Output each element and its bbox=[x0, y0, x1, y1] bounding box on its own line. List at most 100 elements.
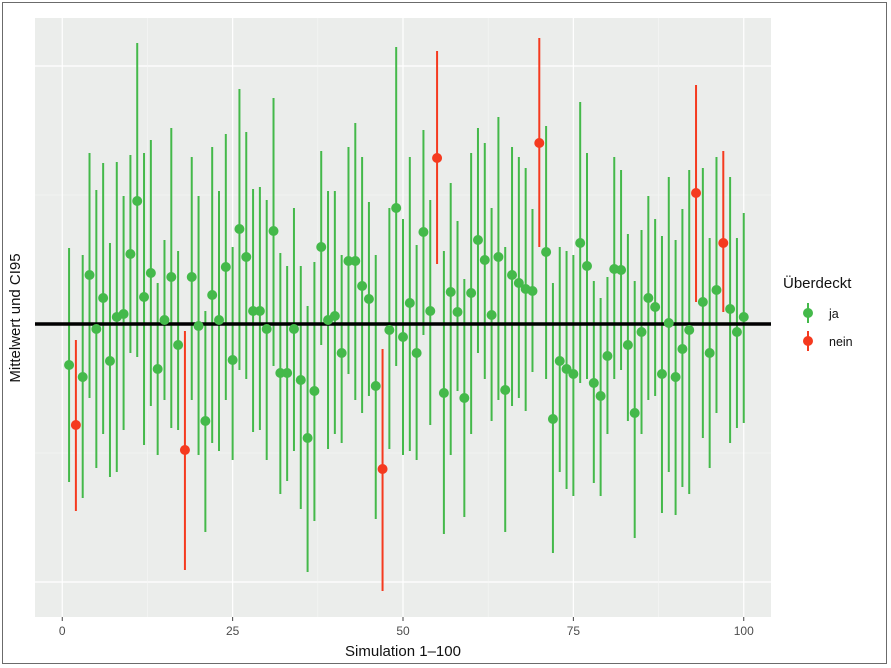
mean-point-44 bbox=[357, 281, 368, 291]
mean-point-94 bbox=[697, 297, 708, 307]
mean-point-100 bbox=[738, 312, 749, 322]
mean-point-25 bbox=[227, 355, 238, 365]
mean-point-7 bbox=[104, 356, 115, 366]
mean-point-78 bbox=[588, 378, 599, 388]
mean-point-89 bbox=[663, 318, 674, 328]
mean-point-24 bbox=[220, 262, 231, 272]
legend: Überdeckt ja nein bbox=[783, 274, 853, 351]
mean-point-70 bbox=[534, 138, 545, 148]
mean-point-38 bbox=[316, 242, 327, 252]
mean-point-4 bbox=[84, 270, 95, 280]
mean-point-10 bbox=[125, 249, 136, 259]
mean-point-12 bbox=[139, 292, 150, 302]
gridlines bbox=[35, 18, 771, 617]
mean-point-17 bbox=[173, 340, 184, 350]
legend-label-ja: ja bbox=[828, 307, 839, 321]
y-axis-title: Mittelwert und CI95 bbox=[7, 253, 24, 382]
mean-point-52 bbox=[411, 348, 422, 358]
mean-point-20 bbox=[193, 321, 204, 331]
mean-point-61 bbox=[472, 235, 483, 245]
mean-point-51 bbox=[404, 298, 415, 308]
mean-point-79 bbox=[595, 391, 606, 401]
mean-point-65 bbox=[500, 385, 511, 395]
legend-label-nein: nein bbox=[829, 335, 853, 349]
mean-point-13 bbox=[145, 268, 156, 278]
mean-point-14 bbox=[152, 364, 163, 374]
mean-point-48 bbox=[384, 325, 395, 335]
mean-point-36 bbox=[302, 433, 313, 443]
x-tick-label: 100 bbox=[734, 624, 754, 638]
mean-point-88 bbox=[656, 369, 667, 379]
mean-point-62 bbox=[479, 255, 490, 265]
x-tick-label: 50 bbox=[396, 624, 410, 638]
mean-point-1 bbox=[64, 360, 75, 370]
mean-point-31 bbox=[268, 226, 279, 236]
mean-point-5 bbox=[91, 324, 102, 334]
mean-point-77 bbox=[582, 261, 592, 271]
mean-point-43 bbox=[350, 256, 361, 266]
mean-point-26 bbox=[234, 224, 245, 234]
mean-point-33 bbox=[282, 368, 293, 378]
mean-point-92 bbox=[684, 325, 695, 335]
mean-point-47 bbox=[377, 464, 388, 474]
mean-point-96 bbox=[711, 285, 722, 295]
mean-point-83 bbox=[622, 340, 633, 350]
mean-point-60 bbox=[466, 288, 477, 298]
mean-point-3 bbox=[77, 372, 88, 382]
legend-entry-nein: nein bbox=[803, 331, 853, 351]
mean-point-86 bbox=[643, 293, 654, 303]
mean-point-76 bbox=[575, 238, 586, 248]
mean-point-57 bbox=[445, 287, 456, 297]
mean-point-99 bbox=[731, 327, 742, 337]
x-axis-ticks: 0 25 50 75 100 bbox=[59, 617, 754, 638]
legend-key-dot bbox=[803, 308, 813, 318]
mean-point-98 bbox=[725, 304, 736, 314]
mean-point-82 bbox=[616, 265, 627, 275]
x-axis-title: Simulation 1–100 bbox=[345, 643, 461, 660]
mean-point-41 bbox=[336, 348, 347, 358]
mean-point-30 bbox=[261, 324, 272, 334]
mean-point-80 bbox=[602, 351, 613, 361]
mean-point-63 bbox=[486, 310, 497, 320]
mean-point-34 bbox=[288, 324, 299, 334]
mean-point-35 bbox=[295, 375, 306, 385]
mean-point-45 bbox=[363, 294, 374, 304]
legend-key-dot bbox=[803, 336, 813, 346]
mean-point-49 bbox=[391, 203, 402, 213]
mean-point-6 bbox=[98, 293, 109, 303]
mean-point-40 bbox=[329, 311, 340, 321]
mean-point-37 bbox=[309, 386, 320, 396]
mean-point-91 bbox=[677, 344, 688, 354]
mean-point-73 bbox=[554, 356, 565, 366]
mean-point-9 bbox=[118, 309, 129, 319]
mean-point-97 bbox=[718, 238, 729, 248]
mean-point-71 bbox=[541, 247, 552, 257]
mean-point-27 bbox=[241, 252, 252, 262]
x-tick-label: 75 bbox=[567, 624, 581, 638]
mean-point-19 bbox=[186, 272, 197, 282]
legend-entry-ja: ja bbox=[803, 303, 839, 323]
mean-point-90 bbox=[670, 372, 681, 382]
mean-point-54 bbox=[425, 306, 436, 316]
mean-point-84 bbox=[629, 408, 640, 418]
mean-point-59 bbox=[459, 393, 470, 403]
mean-points bbox=[64, 138, 749, 474]
mean-point-95 bbox=[704, 348, 715, 358]
mean-point-56 bbox=[438, 388, 449, 398]
mean-point-67 bbox=[513, 278, 524, 288]
mean-point-66 bbox=[507, 270, 518, 280]
mean-point-69 bbox=[527, 286, 538, 296]
mean-point-23 bbox=[214, 315, 224, 325]
mean-point-93 bbox=[691, 188, 702, 198]
mean-point-58 bbox=[452, 307, 463, 317]
mean-point-72 bbox=[547, 414, 558, 424]
mean-point-2 bbox=[70, 420, 81, 430]
x-tick-label: 0 bbox=[59, 624, 66, 638]
mean-point-87 bbox=[650, 302, 661, 312]
mean-point-50 bbox=[398, 332, 408, 342]
mean-point-11 bbox=[132, 196, 143, 206]
mean-point-22 bbox=[207, 290, 218, 300]
mean-point-18 bbox=[179, 445, 190, 455]
legend-title: Überdeckt bbox=[783, 274, 852, 292]
